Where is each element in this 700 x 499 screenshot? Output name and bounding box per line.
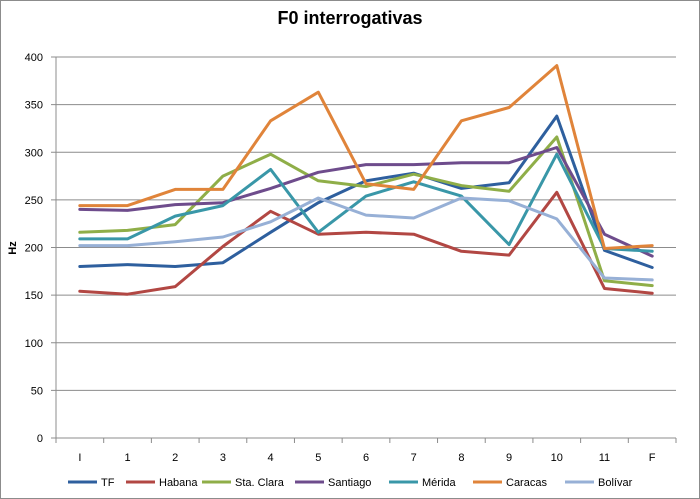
y-tick-label: 300 [25,147,43,159]
y-tick-label: 0 [37,433,43,445]
x-tick-label: 4 [268,452,274,464]
series-line [78,135,654,288]
x-tick-label: 6 [363,452,369,464]
legend-label: Mérida [422,477,457,489]
y-tick-label: 400 [25,52,43,64]
x-tick-label: I [78,452,81,464]
legend-label: Caracas [506,477,547,489]
legend-label: Bolívar [598,477,633,489]
x-tick-label: 10 [551,452,563,464]
chart-title: F0 interrogativas [277,8,423,28]
y-tick-label: 200 [25,243,43,255]
y-tick-label: 150 [25,290,43,302]
axes [55,57,676,439]
series-line [78,64,654,250]
x-tick-label: 2 [172,452,178,464]
series-line [78,196,654,282]
x-tick-label: 3 [220,452,226,464]
x-tick-label: 8 [458,452,464,464]
y-tick-labels: 0 50 100 150 200 250 300 350 400 [25,52,43,445]
legend-label: Santiago [328,477,371,489]
y-tick-label: 100 [25,338,43,350]
legend-label: Habana [159,477,198,489]
x-tick-labels: I 1 2 3 4 5 6 7 8 9 10 11 F [55,438,677,464]
legend-label: TF [101,477,115,489]
y-tick-label: 250 [25,195,43,207]
x-tick-label: F [649,452,656,464]
y-axis-label: Hz [7,241,19,255]
gridlines [51,56,676,439]
legend-label: Sta. Clara [235,477,285,489]
y-tick-label: 50 [31,385,43,397]
x-tick-label: 7 [411,452,417,464]
x-tick-label: 5 [315,452,321,464]
series-line [78,146,654,258]
series-line [78,152,654,253]
series-lines [78,64,654,296]
y-tick-label: 350 [25,100,43,112]
series-line [78,190,654,296]
x-tick-label: 9 [506,452,512,464]
x-tick-label: 1 [124,452,130,464]
legend: TF Habana Sta. Clara Santiago Mérida Caracas B… [68,477,633,489]
x-tick-label: 11 [599,452,610,464]
